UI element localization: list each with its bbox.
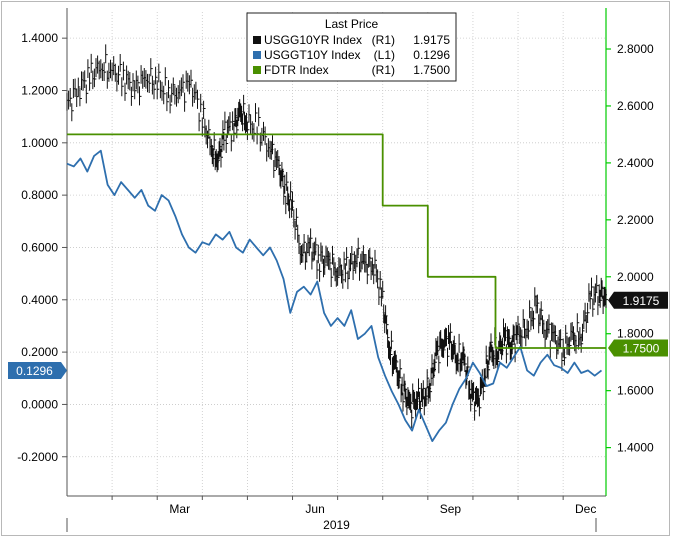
chart-axes: 1.4000 1.2000 1.0000 0.8000 0.6000 0.4000 0.20… — [17, 8, 654, 532]
value-tag-blue: 0.1296 — [8, 362, 67, 380]
legend-axis-label: (R1) — [372, 33, 395, 47]
value-tag-label: 1.7500 — [623, 341, 660, 355]
legend-series-name: USGGT10Y Index — [264, 48, 361, 62]
legend-axis-label: (R1) — [372, 63, 395, 77]
left-axis-tick-label: 0.6000 — [21, 240, 58, 254]
left-axis-tick-label: 1.4000 — [21, 31, 58, 45]
right-axis-tick-label: 1.6000 — [617, 384, 654, 398]
left-axis-tick-label: 0.0000 — [21, 397, 58, 411]
right-axis-tick-label: 2.6000 — [617, 99, 654, 113]
value-tag-box — [608, 291, 668, 309]
value-tag-black: 1.9175 — [608, 291, 668, 309]
x-axis-tick-label: Mar — [169, 502, 190, 516]
left-axis-tick-label: 1.0000 — [21, 136, 58, 150]
legend-title: Last Price — [325, 17, 379, 31]
left-axis-tick-label: 0.2000 — [21, 345, 58, 359]
legend-box — [246, 12, 457, 82]
left-axis-tick-label: 1.2000 — [21, 83, 58, 97]
series-black-bars — [66, 44, 608, 429]
x-axis-tick-label: Sep — [440, 502, 462, 516]
series-black — [66, 44, 608, 429]
legend-series-name: USGG10YR Index — [264, 33, 362, 47]
series-blue — [66, 149, 603, 442]
series-green-line — [67, 133, 606, 349]
right-axis-tick-label: 1.4000 — [617, 441, 654, 455]
legend-swatch-black — [253, 36, 261, 44]
chart-legend: Last Price USGG10YR Index (R1) 1.9175 USGGT1… — [246, 12, 457, 82]
x-axis-tick-label: Jun — [305, 502, 324, 516]
value-tag-label: 1.9175 — [623, 294, 660, 308]
chart-value-tags: 1.9175 1.7500 0.1296 — [8, 291, 668, 380]
right-axis-tick-label: 2.2000 — [617, 213, 654, 227]
series-green — [67, 133, 606, 349]
legend-swatch-blue — [253, 51, 261, 59]
value-tag-green: 1.7500 — [608, 339, 668, 357]
legend-value: 1.7500 — [413, 63, 450, 77]
right-axis-tick-label: 2.8000 — [617, 42, 654, 56]
legend-series-name: FDTR Index — [264, 63, 329, 77]
left-axis-tick-label: 0.4000 — [21, 293, 58, 307]
value-tag-label: 0.1296 — [16, 364, 53, 378]
legend-swatch-green — [253, 66, 261, 74]
x-axis-year-label: 2019 — [323, 518, 350, 532]
legend-value: 0.1296 — [413, 48, 450, 62]
right-axis-tick-label: 2.4000 — [617, 156, 654, 170]
left-axis-tick-label: -0.2000 — [17, 450, 58, 464]
right-axis-tick-label: 2.0000 — [617, 270, 654, 284]
right-axis-tick-label: 1.8000 — [617, 327, 654, 341]
series-blue-line — [66, 149, 603, 442]
legend-axis-label: (L1) — [374, 48, 395, 62]
x-axis-tick-label: Dec — [575, 502, 596, 516]
chart-series-layer — [66, 44, 608, 442]
value-tag-box — [608, 339, 668, 357]
legend-value: 1.9175 — [413, 33, 450, 47]
left-axis-tick-label: 0.8000 — [21, 188, 58, 202]
value-tag-box — [8, 362, 67, 380]
